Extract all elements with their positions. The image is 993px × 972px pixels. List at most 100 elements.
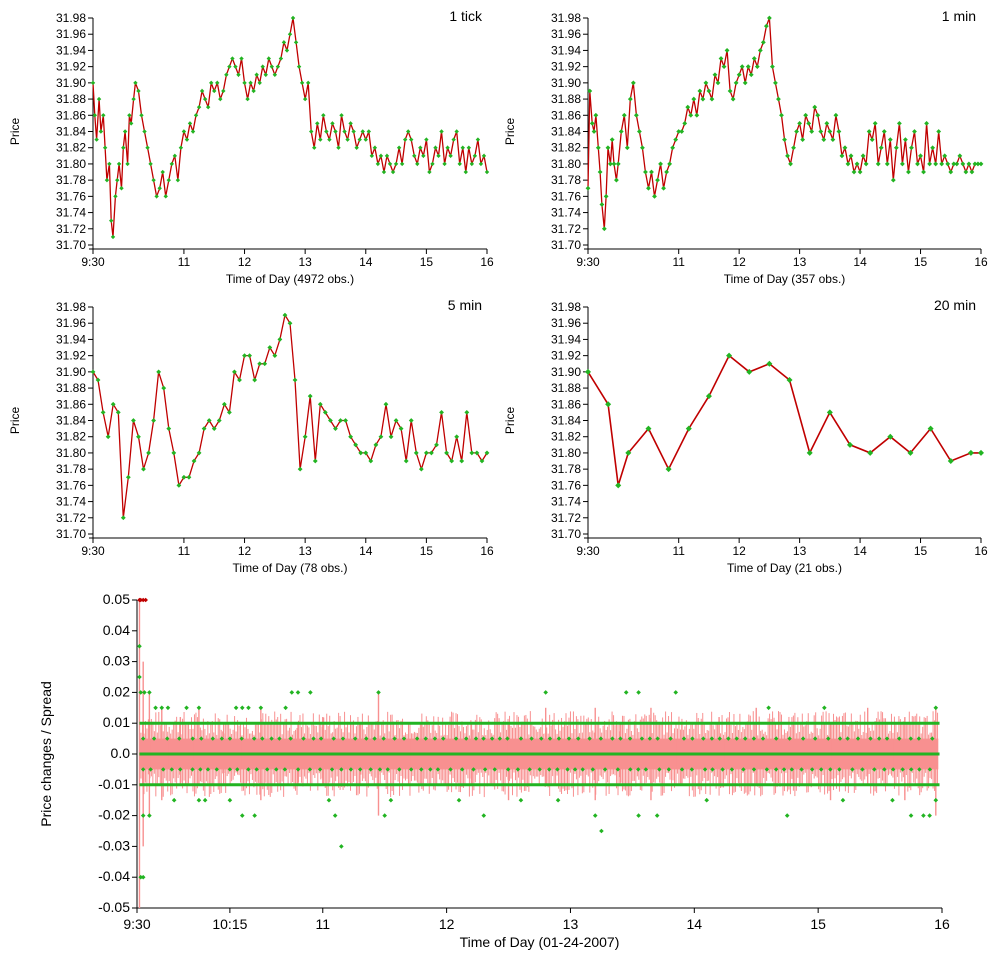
price-point: [715, 80, 721, 86]
price-point: [233, 64, 238, 69]
price-point: [209, 80, 214, 86]
y-tick-label: 31.80: [56, 446, 86, 460]
price-point: [670, 145, 676, 151]
change-point: [196, 705, 202, 711]
change-point: [897, 736, 902, 741]
price-point: [954, 161, 960, 167]
price-point: [948, 169, 954, 175]
y-tick-label: 31.76: [56, 189, 86, 203]
change-point: [547, 736, 553, 741]
price-point: [351, 129, 356, 134]
price-point: [161, 385, 167, 391]
price-point: [252, 377, 258, 383]
price-point: [896, 120, 902, 126]
price-point: [773, 80, 778, 86]
price-point: [942, 153, 948, 159]
x-tick-label: 14: [359, 255, 373, 269]
price-point: [975, 161, 981, 167]
change-point: [311, 736, 316, 741]
price-point: [322, 409, 328, 415]
price-point: [345, 137, 350, 142]
y-tick-label: -0.04: [98, 868, 130, 884]
price-point: [248, 80, 253, 86]
y-tick-label: 31.74: [56, 206, 86, 220]
price-point: [433, 145, 438, 150]
price-point: [909, 145, 914, 151]
price-point: [429, 450, 434, 456]
y-tick-label: 31.80: [551, 157, 581, 171]
price-point: [900, 161, 905, 167]
change-point: [177, 736, 182, 741]
price-point: [451, 137, 456, 142]
x-tick-label: 15: [914, 255, 928, 269]
change-point: [385, 767, 390, 772]
price-point: [630, 80, 636, 86]
price-point: [605, 401, 612, 408]
price-point: [603, 193, 609, 199]
change-point: [282, 767, 288, 772]
price-point: [339, 113, 344, 118]
price-line: [92, 313, 488, 518]
price-point: [688, 112, 694, 118]
price-point: [978, 161, 984, 167]
price-point: [108, 218, 114, 223]
x-tick-label: 16: [480, 544, 494, 558]
change-point: [555, 797, 561, 803]
price-point: [821, 137, 827, 143]
price-point: [884, 161, 890, 167]
price-point: [333, 129, 338, 134]
price-point: [893, 145, 899, 151]
price-point: [742, 80, 748, 86]
price-point: [187, 121, 193, 126]
y-tick-label: 31.96: [551, 316, 581, 330]
x-axis-label: Time of Day (21 obs.): [727, 561, 842, 575]
price-point: [181, 129, 187, 134]
price-point: [921, 169, 926, 175]
price-point: [751, 56, 757, 61]
price-point: [163, 194, 168, 199]
y-tick-label: 31.98: [551, 300, 581, 314]
price-point: [745, 64, 751, 70]
x-tick-label: 13: [793, 255, 807, 269]
change-point: [819, 767, 824, 772]
price-point: [785, 153, 790, 159]
price-point: [136, 434, 141, 440]
price-point: [95, 377, 101, 383]
change-point: [463, 736, 469, 741]
y-tick-label: 31.90: [551, 365, 581, 379]
price-point: [466, 145, 472, 150]
change-point: [673, 690, 679, 695]
change-point: [147, 690, 152, 695]
price-point: [727, 88, 733, 94]
change-point: [647, 736, 653, 741]
change-point: [643, 767, 649, 772]
price-point: [287, 320, 293, 326]
change-point: [868, 736, 873, 741]
price-point: [221, 88, 226, 94]
y-tick-label: 31.86: [551, 397, 581, 411]
change-point: [543, 690, 548, 695]
price-point: [676, 129, 682, 134]
price-point: [766, 15, 772, 21]
price-point: [133, 80, 138, 86]
price-point: [646, 185, 651, 191]
price-point: [601, 226, 607, 232]
change-point: [137, 674, 142, 680]
price-point: [396, 145, 402, 150]
change-point: [840, 797, 846, 803]
price-point: [605, 145, 611, 151]
change-point: [252, 813, 257, 818]
change-point: [264, 767, 270, 772]
y-tick-label: 31.84: [551, 125, 581, 139]
change-point: [908, 736, 913, 741]
y-tick-label: 0.02: [103, 683, 130, 699]
price-point: [387, 161, 393, 167]
price-point: [618, 129, 624, 134]
change-point: [627, 736, 633, 741]
change-point: [339, 844, 344, 849]
change-point: [165, 705, 171, 711]
change-point: [318, 736, 324, 741]
price-point: [633, 112, 639, 118]
price-point: [90, 369, 96, 375]
change-point: [599, 828, 604, 834]
